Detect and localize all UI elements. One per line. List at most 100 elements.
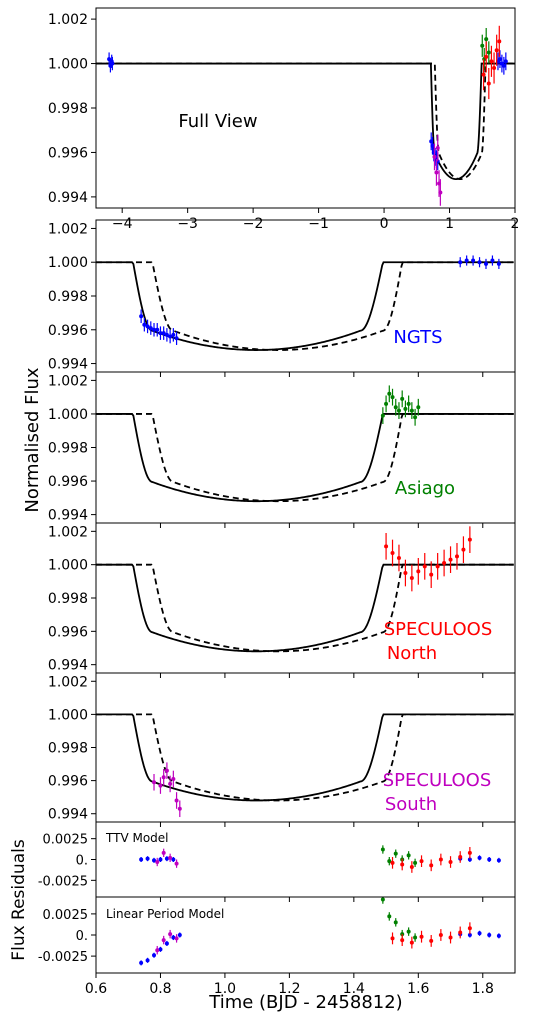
model-solid [96, 62, 515, 181]
series-ngts [139, 855, 501, 863]
series-speculoos-south [155, 848, 179, 868]
x-tick-label: −4 [112, 216, 133, 232]
panel-annotation: TTV Model [105, 831, 169, 845]
data-point [483, 261, 488, 266]
data-point [158, 947, 163, 952]
y-tick-label: 0.994 [48, 190, 88, 206]
x-axis-label: Time (BJD - 2458812) [208, 992, 402, 1013]
data-point [438, 933, 443, 937]
data-point [387, 391, 392, 396]
series-speculoos-north [390, 922, 472, 949]
x-tick-label: −1 [308, 216, 329, 232]
panel-annotation: Linear Period Model [106, 907, 224, 921]
series-asiago [480, 28, 491, 71]
series-speculoos-south [152, 762, 182, 818]
y-tick-label: 0.994 [48, 508, 88, 524]
data-point [432, 154, 437, 159]
data-point [477, 260, 482, 265]
data-point [145, 958, 150, 963]
y-tick-label: 0.998 [48, 101, 88, 117]
data-point [409, 940, 414, 945]
data-point [406, 401, 411, 406]
data-point [467, 857, 472, 862]
data-point [152, 953, 157, 958]
x-tick-label: 0.6 [85, 981, 107, 997]
y-tick-label: 0.994 [48, 807, 88, 823]
series-ngts [139, 255, 501, 345]
data-point [384, 544, 389, 549]
data-point [435, 564, 440, 569]
data-point [174, 936, 179, 941]
x-tick-label: −3 [177, 216, 198, 232]
data-point [139, 960, 144, 965]
data-point [464, 258, 469, 263]
data-point [145, 324, 150, 329]
panel-south: 1.002 1.000 0.998 0.996 0.994 SPECULOOS South [48, 672, 516, 827]
data-point [406, 853, 411, 858]
data-point [442, 561, 447, 565]
data-point [409, 865, 414, 869]
data-point [168, 334, 173, 339]
y-tick-label: 0. [76, 854, 88, 869]
data-point [152, 858, 157, 863]
data-point [489, 59, 494, 64]
data-point [139, 857, 144, 862]
plot-area-north [96, 526, 514, 653]
data-point [387, 859, 392, 864]
x-tick-label: 1.0 [214, 981, 236, 997]
data-point [497, 57, 502, 62]
data-point [467, 926, 472, 931]
data-point [496, 261, 501, 266]
y-tick-label: 0.998 [48, 441, 88, 457]
data-point [487, 857, 492, 862]
data-point [467, 933, 472, 937]
data-point [454, 554, 459, 559]
data-point [396, 408, 401, 413]
plot-area-ttv [139, 845, 501, 873]
data-point [458, 930, 463, 935]
data-point [492, 66, 497, 70]
data-point [486, 50, 491, 55]
y-tick-label: 1.000 [48, 707, 88, 723]
data-point [467, 850, 472, 855]
model-solid [96, 413, 514, 503]
y-tick-label: 1.000 [48, 558, 88, 574]
y-tick-label: 0.996 [48, 145, 88, 161]
data-point [406, 929, 411, 934]
panel-annotation: Full View [178, 111, 257, 132]
data-point [448, 860, 453, 864]
y-tick-label: 0.998 [48, 289, 88, 305]
data-point [496, 933, 501, 938]
series-speculoos-north [481, 25, 502, 100]
data-point [171, 935, 176, 940]
data-point [486, 81, 491, 86]
data-point [148, 326, 153, 331]
data-point [429, 572, 434, 577]
series-ngts [107, 50, 508, 171]
data-point [168, 781, 173, 786]
data-point [438, 857, 443, 862]
y-tick-label: 1.002 [48, 221, 88, 237]
panel-linear: 0.0025 0. -0.0025 0.6 0.8 1.0 1.2 1.4 1.6 1.8 Line… [38, 896, 516, 997]
data-point [164, 856, 169, 861]
series-ngts [139, 930, 501, 966]
data-point [396, 556, 401, 560]
data-point [110, 61, 115, 66]
data-point [429, 863, 434, 868]
data-point [164, 768, 169, 773]
data-point [496, 858, 501, 863]
data-point [503, 59, 508, 64]
data-point [484, 54, 489, 59]
data-point [400, 938, 405, 943]
data-point [393, 405, 398, 410]
data-point [480, 43, 485, 48]
plot-area-asiago [96, 385, 514, 503]
y-tick-label: 0.994 [48, 357, 88, 373]
data-point [390, 395, 395, 400]
data-point [158, 331, 163, 336]
data-point [416, 569, 421, 574]
y-axis-label-main: Normalised Flux [22, 367, 43, 512]
y-tick-label: 0.0025 [43, 833, 89, 848]
data-point [177, 806, 182, 811]
